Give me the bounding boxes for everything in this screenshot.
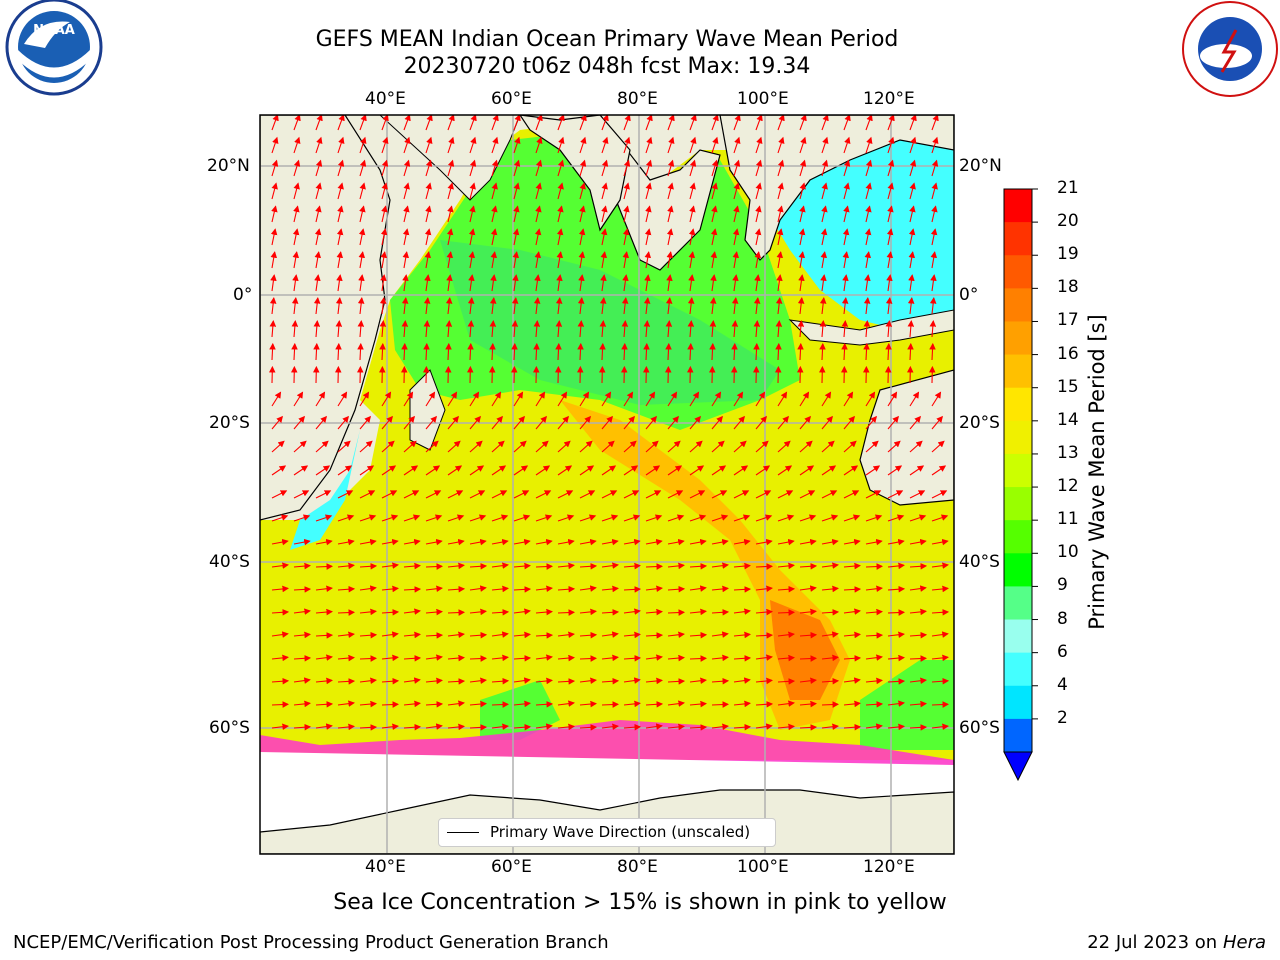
footer-date: 22 Jul 2023 on Hera: [1087, 932, 1266, 953]
wave-arrow: [646, 566, 662, 567]
lon-tick-bottom-60e: 60°E: [491, 857, 532, 877]
wave-arrow: [426, 566, 442, 567]
chart-title: GEFS MEAN Indian Ocean Primary Wave Mean…: [0, 27, 1214, 52]
colorbar-segment: [1004, 321, 1032, 355]
lon-tick-bottom-80e: 80°E: [617, 857, 658, 877]
wave-arrow: [756, 566, 772, 567]
colorbar-segment: [1004, 686, 1032, 720]
wave-arrow: [448, 612, 464, 613]
colorbar-tick-label: 11: [1057, 509, 1079, 529]
colorbar: [1004, 189, 1038, 753]
wave-arrow: [778, 612, 794, 613]
wave-arrow: [866, 566, 882, 567]
lat-tick-left-40s: 40°S: [209, 552, 250, 572]
lat-tick-right-20n: 20°N: [959, 156, 1002, 176]
lon-tick-top-80e: 80°E: [617, 89, 658, 109]
colorbar-segment: [1004, 388, 1032, 422]
wave-arrow: [580, 658, 596, 659]
wave-arrow: [800, 658, 816, 659]
chart-subtitle: 20230720 t06z 048h fcst Max: 19.34: [0, 54, 1214, 79]
colorbar-tick-label: 10: [1057, 542, 1079, 562]
lat-tick-left-20s: 20°S: [209, 413, 250, 433]
lat-tick-left-60s: 60°S: [209, 718, 250, 738]
colorbar-segment: [1004, 653, 1032, 687]
wave-arrow: [360, 658, 376, 659]
colorbar-segment: [1004, 421, 1032, 455]
wave-arrow: [602, 704, 618, 705]
lat-tick-left-0: 0°: [233, 285, 252, 305]
wave-arrow: [470, 658, 486, 659]
colorbar-segment: [1004, 288, 1032, 322]
colorbar-segment: [1004, 255, 1032, 289]
colorbar-tick-label: 16: [1057, 344, 1079, 364]
footer-date-text: 22 Jul 2023 on: [1087, 932, 1217, 953]
wave-arrow: [558, 612, 574, 613]
colorbar-segment: [1004, 520, 1032, 554]
colorbar-segment: [1004, 719, 1032, 753]
colorbar-segment: [1004, 487, 1032, 521]
wave-arrow: [272, 704, 288, 705]
colorbar-tick-label: 2: [1057, 708, 1068, 728]
colorbar-tick-label: 14: [1057, 410, 1079, 430]
colorbar-extend-arrow: [1004, 752, 1032, 780]
lat-tick-right-60s: 60°S: [959, 718, 1000, 738]
colorbar-tick-label: 17: [1057, 310, 1079, 330]
lon-tick-top-40e: 40°E: [365, 89, 406, 109]
colorbar-tick-label: 8: [1057, 609, 1068, 629]
footer-machine: Hera: [1223, 932, 1266, 953]
lat-tick-left-20n: 20°N: [207, 156, 250, 176]
colorbar-tick-label: 9: [1057, 575, 1068, 595]
lat-tick-right-0: 0°: [959, 285, 978, 305]
wave-arrow: [712, 704, 728, 705]
colorbar-tick-label: 21: [1057, 178, 1079, 198]
wave-arrow: [668, 612, 684, 613]
colorbar-segment: [1004, 586, 1032, 620]
colorbar-segment: [1004, 222, 1032, 256]
colorbar-tick-label: 20: [1057, 211, 1079, 231]
colorbar-segment: [1004, 620, 1032, 654]
wave-arrow: [382, 704, 398, 705]
legend-label: Primary Wave Direction (unscaled): [490, 823, 750, 841]
lon-tick-bottom-120e: 120°E: [863, 857, 915, 877]
legend: Primary Wave Direction (unscaled): [438, 818, 776, 847]
legend-line-sample: [447, 832, 479, 833]
colorbar-tick-label: 6: [1057, 642, 1068, 662]
colorbar-tick-label: 15: [1057, 377, 1079, 397]
sea-ice-note: Sea Ice Concentration > 15% is shown in …: [260, 890, 1020, 915]
wave-arrow: [338, 612, 354, 613]
wave-arrow: [316, 566, 332, 567]
colorbar-tick-label: 18: [1057, 277, 1079, 297]
colorbar-tick-label: 19: [1057, 244, 1079, 264]
wave-arrow: [492, 704, 508, 705]
colorbar-tick-label: 13: [1057, 443, 1079, 463]
wave-arrow: [690, 658, 706, 659]
lon-tick-top-100e: 100°E: [737, 89, 789, 109]
lon-tick-top-120e: 120°E: [863, 89, 915, 109]
lat-tick-right-20s: 20°S: [959, 413, 1000, 433]
wave-arrow: [910, 658, 926, 659]
colorbar-title: Primary Wave Mean Period [s]: [1085, 314, 1109, 630]
colorbar-segment: [1004, 553, 1032, 587]
lon-tick-bottom-100e: 100°E: [737, 857, 789, 877]
colorbar-segment: [1004, 454, 1032, 488]
map-area: [260, 115, 954, 854]
colorbar-segment: [1004, 189, 1032, 223]
wave-arrow: [932, 704, 948, 705]
colorbar-tick-label: 4: [1057, 675, 1068, 695]
colorbar-tick-label: 12: [1057, 476, 1079, 496]
wave-arrow: [888, 612, 904, 613]
lon-tick-top-60e: 60°E: [491, 89, 532, 109]
footer-organization: NCEP/EMC/Verification Post Processing Pr…: [13, 932, 609, 953]
lat-tick-right-40s: 40°S: [959, 552, 1000, 572]
wave-arrow: [822, 704, 838, 705]
wave-arrow: [536, 566, 552, 567]
lon-tick-bottom-40e: 40°E: [365, 857, 406, 877]
colorbar-segment: [1004, 355, 1032, 389]
